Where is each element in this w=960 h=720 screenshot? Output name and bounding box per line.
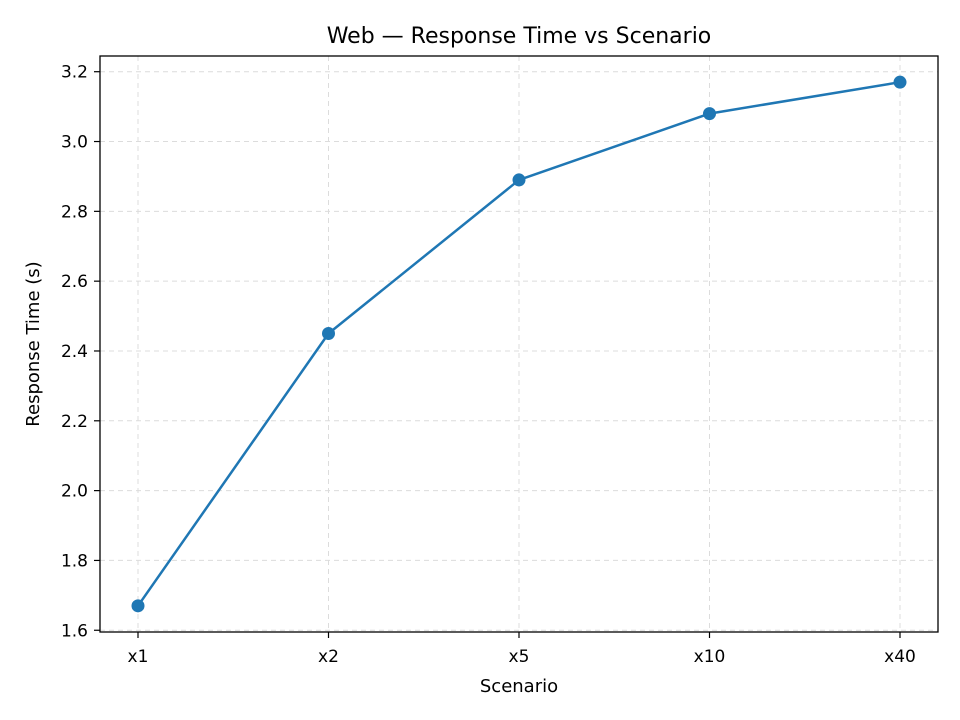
data-point bbox=[322, 327, 335, 341]
y-tick-label: 2.2 bbox=[61, 412, 88, 432]
x-tick-label: x10 bbox=[694, 647, 726, 667]
axis-ticks: x1 x2 x5 x10 x40 1.6 1.8 2.0 2.2 2.4 2.6 2.8 3.0 3.2 bbox=[61, 63, 916, 667]
y-tick-label: 2.0 bbox=[61, 482, 88, 502]
y-axis-label: Response Time (s) bbox=[23, 261, 44, 426]
data-point bbox=[131, 599, 145, 613]
y-tick-label: 1.8 bbox=[61, 551, 88, 571]
x-tick-label: x1 bbox=[128, 647, 149, 667]
y-tick-label: 3.2 bbox=[61, 63, 88, 83]
x-tick-label: x40 bbox=[884, 647, 916, 667]
x-tick-label: x2 bbox=[318, 647, 339, 667]
chart-title: Web — Response Time vs Scenario bbox=[327, 24, 712, 49]
y-tick-label: 2.8 bbox=[61, 202, 88, 222]
data-point bbox=[893, 75, 907, 89]
data-point bbox=[512, 173, 526, 187]
y-tick-label: 3.0 bbox=[61, 133, 88, 153]
grid bbox=[100, 56, 938, 632]
series-layer bbox=[131, 75, 907, 613]
y-tick-label: 2.4 bbox=[61, 342, 88, 362]
data-point bbox=[703, 107, 716, 121]
y-tick-label: 1.6 bbox=[61, 621, 88, 641]
x-axis-label: Scenario bbox=[480, 676, 558, 697]
y-tick-label: 2.6 bbox=[61, 272, 88, 292]
x-tick-label: x5 bbox=[509, 647, 530, 667]
